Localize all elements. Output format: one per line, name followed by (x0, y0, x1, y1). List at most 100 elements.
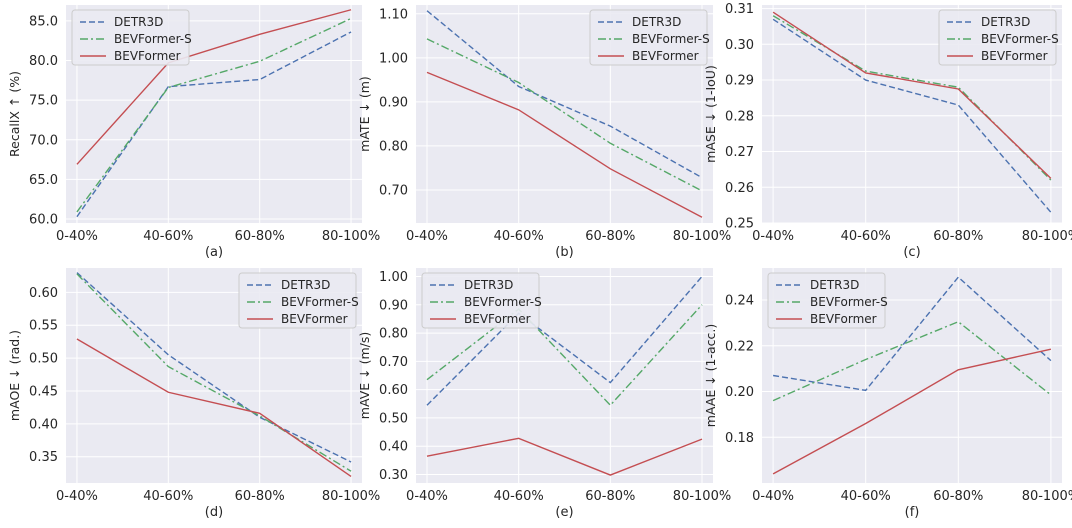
x-tick-label: 80-100% (322, 229, 380, 244)
legend-label: DETR3D (632, 15, 681, 29)
y-tick-label: 0.90 (379, 95, 408, 110)
legend: DETR3D BEVFormer-S BEVFormer (767, 272, 888, 329)
y-tick-label: 0.50 (379, 411, 408, 426)
panel-caption: (d) (205, 505, 223, 520)
y-axis-label: mASE ↓ (1-IoU) (703, 65, 718, 163)
x-tick-label: 60-80% (585, 489, 635, 504)
x-tick-label: 60-80% (933, 229, 983, 244)
legend-label: DETR3D (981, 15, 1030, 29)
legend-label: DETR3D (114, 15, 163, 29)
y-tick-label: 0.60 (379, 383, 408, 398)
legend-label: BEVFormer (464, 312, 531, 326)
y-tick-label: 0.22 (725, 339, 754, 354)
legend: DETR3D BEVFormer-S BEVFormer (238, 272, 359, 329)
y-axis-label: RecallX ↑ (%) (7, 71, 22, 157)
series-line-bevformer-s (426, 38, 703, 192)
legend-box (238, 272, 357, 329)
legend-label: BEVFormer (810, 312, 877, 326)
chart-panel-5: 0.30 0.40 0.50 0.60 0.70 0.80 0.90 1.00 0-40% 40-… (357, 268, 731, 520)
y-tick-label: 0.25 (725, 217, 754, 232)
legend-box (589, 9, 708, 66)
y-tick-label: 0.26 (725, 181, 754, 196)
x-tick-label: 40-60% (494, 489, 544, 504)
series-line-bevformer-s (772, 320, 1052, 402)
series-line-detr3d (772, 276, 1052, 392)
y-tick-label: 0.90 (379, 298, 408, 313)
legend-label: BEVFormer-S (114, 32, 192, 46)
y-tick-label: 0.18 (725, 431, 754, 446)
panel-caption: (a) (205, 245, 223, 260)
y-tick-label: 0.60 (29, 286, 58, 301)
y-axis-label: mAAE ↓ (1-acc.) (703, 324, 718, 428)
x-tick-label: 40-60% (494, 229, 544, 244)
series-line-detr3d (76, 272, 352, 463)
x-tick-label: 0-40% (56, 489, 98, 504)
x-tick-label: 80-100% (1022, 229, 1072, 244)
y-tick-label: 0.27 (725, 145, 754, 160)
y-tick-label: 0.70 (379, 183, 408, 198)
legend: DETR3D BEVFormer-S BEVFormer (589, 9, 710, 66)
y-tick-label: 0.70 (379, 355, 408, 370)
legend-box (938, 9, 1057, 66)
x-tick-label: 40-60% (841, 489, 891, 504)
x-tick-label: 0-40% (406, 229, 448, 244)
series-line-bevformer (426, 71, 703, 218)
x-tick-label: 80-100% (322, 489, 380, 504)
y-tick-label: 1.00 (379, 270, 408, 285)
legend-label: BEVFormer (281, 312, 348, 326)
series-line-detr3d (426, 10, 703, 179)
series-line-bevformer (772, 348, 1052, 475)
legend-box (767, 272, 886, 329)
panel-caption: (c) (903, 245, 920, 260)
y-tick-label: 0.24 (725, 294, 754, 309)
legend-label: BEVFormer-S (464, 295, 542, 309)
x-tick-label: 80-100% (1022, 489, 1072, 504)
y-axis-label: mATE ↓ (m) (357, 76, 372, 152)
x-tick-label: 60-80% (933, 489, 983, 504)
y-tick-label: 0.30 (725, 38, 754, 53)
panel-caption: (f) (905, 505, 920, 520)
y-tick-label: 0.28 (725, 109, 754, 124)
series-line-bevformer-s (76, 17, 352, 213)
series-line-detr3d (426, 276, 703, 406)
x-tick-label: 60-80% (235, 229, 285, 244)
x-tick-label: 40-60% (143, 489, 193, 504)
panel-caption: (e) (555, 505, 573, 520)
series-line-bevformer (76, 338, 352, 478)
y-tick-label: 70.0 (29, 133, 58, 148)
legend-label: BEVFormer-S (281, 295, 359, 309)
y-tick-label: 65.0 (29, 173, 58, 188)
chart-panel-4: 0.35 0.40 0.45 0.50 0.55 0.60 0-40% 40-60% 60-80… (7, 268, 380, 520)
y-tick-label: 0.40 (379, 440, 408, 455)
x-tick-label: 40-60% (143, 229, 193, 244)
y-tick-label: 85.0 (29, 14, 58, 29)
series-line-detr3d (76, 31, 352, 218)
x-tick-label: 0-40% (752, 489, 794, 504)
y-tick-label: 0.80 (379, 139, 408, 154)
panel-caption: (b) (555, 245, 573, 260)
legend-label: BEVFormer (114, 49, 181, 63)
y-tick-label: 0.55 (29, 319, 58, 334)
y-tick-label: 1.00 (379, 51, 408, 66)
legend-label: BEVFormer-S (981, 32, 1059, 46)
series-line-bevformer (426, 437, 703, 476)
y-tick-label: 0.45 (29, 384, 58, 399)
y-tick-label: 0.50 (29, 352, 58, 367)
y-tick-label: 0.30 (379, 468, 408, 483)
y-tick-label: 0.29 (725, 74, 754, 89)
x-tick-label: 0-40% (406, 489, 448, 504)
y-tick-label: 80.0 (29, 54, 58, 69)
y-axis-label: mAOE ↓ (rad.) (7, 330, 22, 421)
series-line-bevformer (772, 11, 1052, 179)
y-tick-label: 60.0 (29, 213, 58, 228)
legend: DETR3D BEVFormer-S BEVFormer (938, 9, 1059, 66)
chart-panel-1: 60.0 65.0 70.0 75.0 80.0 85.0 0-40% 40-60% 60-80… (7, 5, 380, 260)
legend-label: BEVFormer (632, 49, 699, 63)
legend-box (421, 272, 540, 329)
legend-box (71, 9, 190, 66)
x-tick-label: 0-40% (752, 229, 794, 244)
y-tick-label: 0.20 (725, 385, 754, 400)
legend: DETR3D BEVFormer-S BEVFormer (421, 272, 542, 329)
y-tick-label: 75.0 (29, 94, 58, 109)
